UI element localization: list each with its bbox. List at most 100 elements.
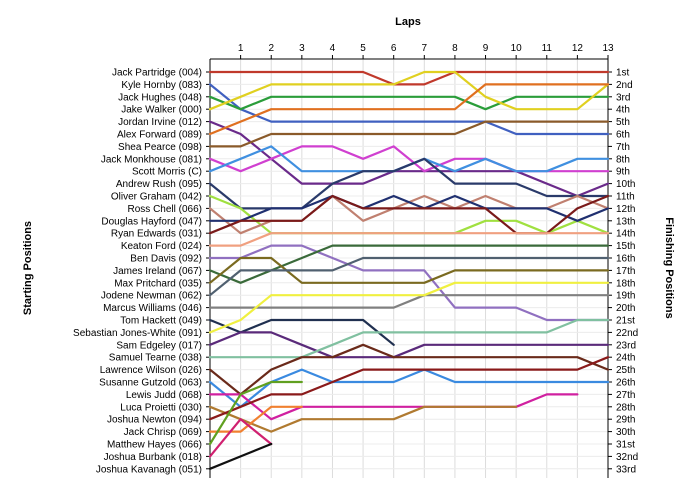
series-line — [208, 380, 303, 446]
x-tick-label: 1 — [238, 43, 244, 54]
y-axis-title-left: Starting Positions — [22, 221, 34, 315]
series-lines — [208, 70, 610, 470]
driver-label: Joshua Newton (094) — [107, 415, 202, 426]
series-line — [208, 83, 610, 136]
series-line — [208, 405, 303, 433]
series-line — [208, 281, 610, 334]
driver-label: Susanne Gutzold (063) — [99, 378, 202, 389]
driver-label: Scott Morris (C) — [132, 167, 202, 178]
x-tick-label: 9 — [483, 43, 489, 54]
finishing-label: 23rd — [616, 340, 636, 351]
series-line — [208, 442, 273, 470]
series-line — [208, 83, 610, 136]
finishing-label: 18th — [616, 278, 635, 289]
driver-label: Matthew Hayes (066) — [107, 440, 202, 451]
driver-label: Kyle Hornby (083) — [121, 80, 202, 91]
finishing-label: 27th — [616, 390, 635, 401]
driver-label: James Ireland (067) — [113, 266, 202, 277]
driver-label: Joshua Kavanagh (051) — [96, 464, 202, 475]
series-line — [208, 70, 610, 111]
finishing-label: 16th — [616, 254, 635, 265]
driver-label: Ryan Edwards (031) — [111, 229, 202, 240]
finishing-label: 4th — [616, 105, 630, 116]
finishing-label: 6th — [616, 130, 630, 141]
series-line — [208, 244, 610, 322]
finishing-label: 22nd — [616, 328, 638, 339]
finishing-label: 29th — [616, 415, 635, 426]
finishing-label: 21st — [616, 316, 635, 327]
driver-label: Sam Edgeley (017) — [116, 340, 202, 351]
finishing-label: 32nd — [616, 452, 638, 463]
series-line — [208, 120, 610, 148]
driver-label: Max Pritchard (035) — [114, 278, 202, 289]
series-line — [208, 343, 610, 396]
driver-label: Oliver Graham (042) — [111, 192, 202, 203]
finishing-label: 15th — [616, 241, 635, 252]
finishing-label: 7th — [616, 142, 630, 153]
driver-label: Lewis Judd (068) — [126, 390, 202, 401]
finishing-label: 1st — [616, 68, 630, 79]
finishing-label: 13th — [616, 216, 635, 227]
finishing-label: 19th — [616, 291, 635, 302]
x-tick-label: 10 — [511, 43, 523, 54]
finishing-label: 2nd — [616, 80, 633, 91]
series-line — [208, 318, 610, 359]
x-tick-label: 8 — [452, 43, 458, 54]
x-tick-label: 5 — [360, 43, 366, 54]
series-line — [208, 405, 518, 433]
x-tick-label: 11 — [542, 43, 553, 54]
x-tick-label: 12 — [572, 43, 584, 54]
driver-label: Ben Davis (092) — [130, 254, 202, 265]
series-line — [208, 331, 610, 359]
finishing-label: 17th — [616, 266, 635, 277]
series-line — [208, 194, 610, 222]
driver-label: Andrew Rush (095) — [116, 179, 202, 190]
x-axis-title: Laps — [395, 16, 421, 28]
finishing-label: 11th — [616, 192, 635, 203]
finishing-label: 30th — [616, 427, 635, 438]
x-tick-label: 2 — [268, 43, 274, 54]
series-line — [208, 244, 610, 284]
driver-label: Samuel Tearne (038) — [109, 353, 202, 364]
driver-label: Jack Monkhouse (081) — [101, 154, 202, 165]
driver-label: Jack Hughes (048) — [118, 92, 202, 103]
finishing-label: 12th — [616, 204, 635, 215]
x-tick-label: 3 — [299, 43, 305, 54]
series-line — [208, 95, 610, 111]
x-tick-label: 13 — [602, 43, 614, 54]
driver-label: Jack Chrisp (069) — [124, 427, 202, 438]
series-line — [208, 256, 610, 284]
driver-label: Keaton Ford (024) — [121, 241, 202, 252]
finishing-label: 33rd — [616, 464, 636, 475]
driver-label: Jodene Newman (062) — [101, 291, 202, 302]
series-line — [208, 368, 610, 408]
finishing-label: 8th — [616, 154, 630, 165]
driver-label: Joshua Burbank (018) — [104, 452, 202, 463]
finishing-label: 9th — [616, 167, 630, 178]
y-axis-title-right: Finishing Positions — [663, 217, 675, 318]
finishing-label: 20th — [616, 303, 635, 314]
x-tick-label: 7 — [422, 43, 428, 54]
driver-label: Shea Pearce (098) — [118, 142, 202, 153]
finishing-label: 10th — [616, 179, 635, 190]
driver-label: Jordan Irvine (012) — [118, 117, 202, 128]
finishing-label: 31st — [616, 440, 635, 451]
finishing-label: 25th — [616, 365, 635, 376]
x-tick-label: 4 — [330, 43, 336, 54]
finishing-label: 3rd — [616, 92, 630, 103]
finishing-label: 5th — [616, 117, 630, 128]
series-line — [208, 418, 273, 458]
series-line — [208, 232, 610, 247]
driver-label: Alex Forward (089) — [117, 130, 202, 141]
finishing-label: 14th — [616, 229, 635, 240]
driver-label: Marcus Williams (046) — [103, 303, 202, 314]
finishing-label: 28th — [616, 402, 635, 413]
driver-label: Sebastian Jones-White (091) — [73, 328, 202, 339]
driver-label: Lawrence Wilson (026) — [100, 365, 202, 376]
series-line — [208, 70, 610, 86]
driver-label: Luca Proietti (030) — [120, 402, 202, 413]
driver-label: Ross Chell (066) — [128, 204, 202, 215]
